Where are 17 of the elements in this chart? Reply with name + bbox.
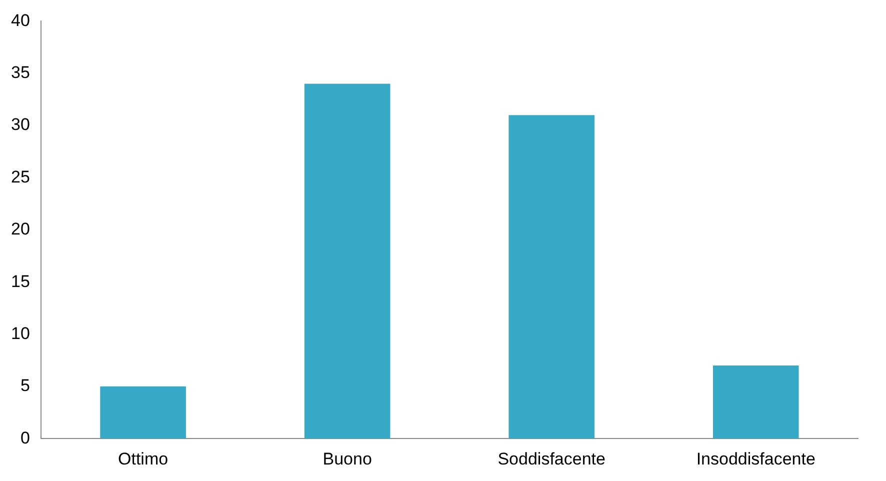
y-tick-label: 40 xyxy=(10,10,30,30)
y-tick-label: 5 xyxy=(20,376,30,396)
y-tick-label: 0 xyxy=(20,428,30,448)
y-tick-label: 30 xyxy=(10,115,30,134)
bar xyxy=(304,84,390,439)
bar xyxy=(100,386,186,439)
x-tick-label: Ottimo xyxy=(118,449,168,468)
y-tick-label: 10 xyxy=(10,324,30,343)
x-tick-label: Buono xyxy=(322,449,372,468)
bar xyxy=(712,366,799,439)
x-tick-label: Insoddisfacente xyxy=(696,449,816,468)
y-tick-label: 20 xyxy=(10,220,30,239)
y-tick-label: 35 xyxy=(10,63,30,82)
y-tick-label: 15 xyxy=(10,272,30,291)
y-tick-label: 25 xyxy=(10,167,30,186)
x-tick-label: Soddisfacente xyxy=(498,449,606,468)
bar xyxy=(508,115,594,439)
